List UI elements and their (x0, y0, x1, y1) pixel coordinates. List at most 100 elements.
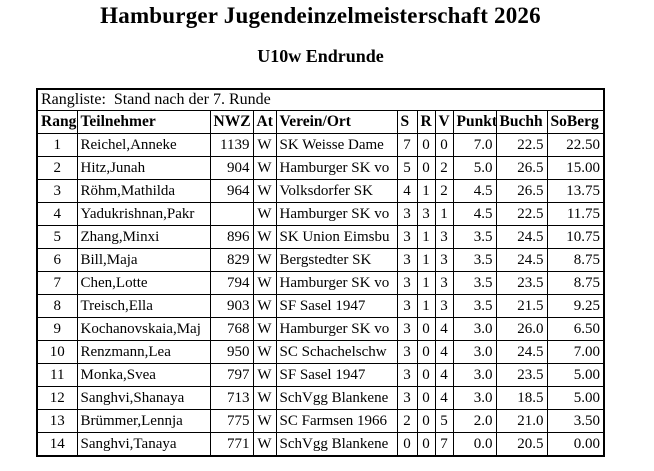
draws-cell: 0 (416, 432, 436, 457)
losses-cell: 5 (434, 409, 454, 433)
column-header-club: Verein/Ort (275, 110, 398, 134)
points-cell: 4.5 (452, 202, 497, 226)
sonneborn-cell: 22.50 (546, 133, 605, 157)
draws-cell: 0 (416, 317, 436, 341)
column-header-rating: NWZ (209, 110, 254, 134)
rank-cell: 12 (36, 386, 78, 410)
sonneborn-cell: 6.50 (546, 317, 605, 341)
draws-cell: 1 (416, 248, 436, 272)
losses-cell: 4 (434, 340, 454, 364)
rating-cell: 771 (209, 432, 254, 457)
club-cell: Hamburger SK vo (275, 156, 398, 180)
sonneborn-cell: 7.00 (546, 340, 605, 364)
column-header-buchholz: Buchh (495, 110, 548, 134)
player-cell: Kochanovskaia,Maj (76, 317, 211, 341)
buchholz-cell: 26.5 (495, 179, 548, 203)
wins-cell: 3 (396, 294, 418, 318)
player-cell: Renzmann,Lea (76, 340, 211, 364)
draws-cell: 1 (416, 225, 436, 249)
rating-cell: 775 (209, 409, 254, 433)
draws-cell: 0 (416, 363, 436, 387)
rank-cell: 5 (36, 225, 78, 249)
losses-cell: 4 (434, 386, 454, 410)
sonneborn-cell: 11.75 (546, 202, 605, 226)
points-cell: 3.5 (452, 271, 497, 295)
draws-cell: 0 (416, 156, 436, 180)
rank-cell: 10 (36, 340, 78, 364)
draws-cell: 1 (416, 271, 436, 295)
draws-cell: 0 (416, 409, 436, 433)
rank-cell: 13 (36, 409, 78, 433)
rating-cell: 904 (209, 156, 254, 180)
attribute-cell: W (252, 133, 277, 157)
player-cell: Hitz,Junah (76, 156, 211, 180)
sonneborn-cell: 10.75 (546, 225, 605, 249)
table-row: 7 Chen,Lotte 794 W Hamburger SK vo 3 1 3 3.5 23.5… (36, 271, 605, 295)
sonneborn-cell: 8.75 (546, 271, 605, 295)
points-cell: 3.5 (452, 248, 497, 272)
rank-cell: 8 (36, 294, 78, 318)
wins-cell: 3 (396, 271, 418, 295)
points-cell: 2.0 (452, 409, 497, 433)
table-caption: Rangliste: Stand nach der 7. Runde (36, 88, 605, 111)
losses-cell: 1 (434, 202, 454, 226)
club-cell: SK Union Eimsbu (275, 225, 398, 249)
wins-cell: 0 (396, 432, 418, 457)
rating-cell: 794 (209, 271, 254, 295)
losses-cell: 4 (434, 363, 454, 387)
column-header-attribute: At (252, 110, 277, 134)
table-row: 10 Renzmann,Lea 950 W SC Schachelschw 3 0 4 3.0 2… (36, 340, 605, 364)
column-header-draws: R (416, 110, 436, 134)
points-cell: 0.0 (452, 432, 497, 457)
buchholz-cell: 18.5 (495, 386, 548, 410)
table-row: 4 Yadukrishnan,Pakr W Hamburger SK vo 3 3 1 4.5… (36, 202, 605, 226)
rank-cell: 4 (36, 202, 78, 226)
rank-cell: 6 (36, 248, 78, 272)
table-row: 9 Kochanovskaia,Maj 768 W Hamburger SK vo 3 0 4… (36, 317, 605, 341)
column-header-losses: V (434, 110, 454, 134)
ranking-table: Rangliste: Stand nach der 7. Runde Rang T… (36, 88, 606, 457)
buchholz-cell: 24.5 (495, 340, 548, 364)
losses-cell: 3 (434, 225, 454, 249)
points-cell: 3.0 (452, 386, 497, 410)
player-cell: Brümmer,Lennja (76, 409, 211, 433)
rating-cell: 713 (209, 386, 254, 410)
wins-cell: 4 (396, 179, 418, 203)
wins-cell: 5 (396, 156, 418, 180)
buchholz-cell: 22.5 (495, 133, 548, 157)
sonneborn-cell: 3.50 (546, 409, 605, 433)
buchholz-cell: 22.5 (495, 202, 548, 226)
buchholz-cell: 23.5 (495, 271, 548, 295)
draws-cell: 1 (416, 179, 436, 203)
table-row: 6 Bill,Maja 829 W Bergstedter SK 3 1 3 3.5 24.5 8.… (36, 248, 605, 272)
wins-cell: 3 (396, 202, 418, 226)
sonneborn-cell: 15.00 (546, 156, 605, 180)
rating-cell (209, 202, 254, 226)
wins-cell: 3 (396, 225, 418, 249)
buchholz-cell: 24.5 (495, 225, 548, 249)
losses-cell: 2 (434, 156, 454, 180)
points-cell: 7.0 (452, 133, 497, 157)
rank-cell: 7 (36, 271, 78, 295)
table-row: 3 Röhm,Mathilda 964 W Volksdorfer SK 4 1 2 4.5 26… (36, 179, 605, 203)
column-header-wins: S (396, 110, 418, 134)
draws-cell: 0 (416, 133, 436, 157)
table-row: 11 Monka,Svea 797 W SF Sasel 1947 3 0 4 3.0 23.5 5… (36, 363, 605, 387)
sonneborn-cell: 13.75 (546, 179, 605, 203)
table-row: 2 Hitz,Junah 904 W Hamburger SK vo 5 0 2 5.0 26.5… (36, 156, 605, 180)
player-cell: Zhang,Minxi (76, 225, 211, 249)
sonneborn-cell: 5.00 (546, 386, 605, 410)
points-cell: 3.0 (452, 317, 497, 341)
losses-cell: 3 (434, 248, 454, 272)
sonneborn-cell: 9.25 (546, 294, 605, 318)
wins-cell: 2 (396, 409, 418, 433)
attribute-cell: W (252, 340, 277, 364)
points-cell: 5.0 (452, 156, 497, 180)
attribute-cell: W (252, 225, 277, 249)
club-cell: Bergstedter SK (275, 248, 398, 272)
table-row: 5 Zhang,Minxi 896 W SK Union Eimsbu 3 1 3 3.5 24.… (36, 225, 605, 249)
player-cell: Reichel,Anneke (76, 133, 211, 157)
column-header-points: Punkte (452, 110, 497, 134)
losses-cell: 3 (434, 271, 454, 295)
draws-cell: 3 (416, 202, 436, 226)
